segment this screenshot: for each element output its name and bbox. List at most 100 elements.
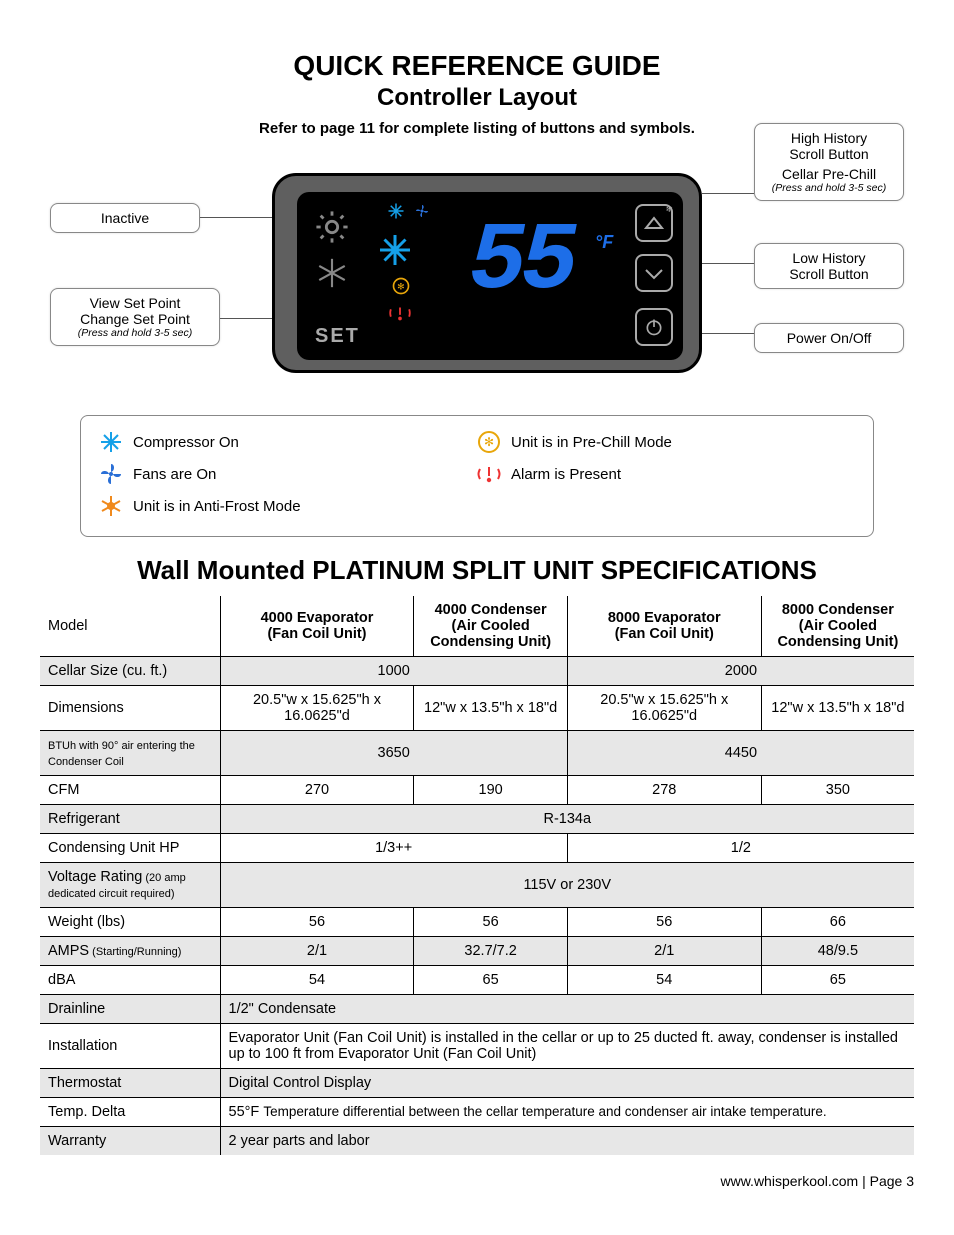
spec-row-label: Refrigerant [40,805,220,834]
snowflake-big-icon [377,232,413,273]
page-title: QUICK REFERENCE GUIDE [40,50,914,82]
temp-unit: °F [595,232,613,253]
callout-viewset: View Set Point [61,295,209,311]
spec-row-label: Warranty [40,1127,220,1156]
set-label: SET [315,325,360,348]
spec-row-label: Weight (lbs) [40,908,220,937]
spec-cell: 65 [761,966,914,995]
temp-readout: 55 [469,214,572,310]
spec-row-label: Installation [40,1024,220,1069]
callout-prechill-sub: (Press and hold 3-5 sec) [765,182,893,194]
legend-prechill-label: Unit is in Pre-Chill Mode [511,434,672,451]
spec-cell: 1/2 [567,834,914,863]
spec-cell: 190 [414,776,567,805]
spec-header: 4000 Evaporator(Fan Coil Unit) [220,596,414,657]
spec-cell: 115V or 230V [220,863,914,908]
spec-cell: 56 [220,908,414,937]
callout-setpoint: View Set Point Change Set Point (Press a… [50,288,220,346]
callout-lowhist2: Scroll Button [765,266,893,282]
up-button[interactable]: ❄ [635,204,673,242]
spec-row-label: Cellar Size (cu. ft.) [40,657,220,686]
spec-cell: 20.5"w x 15.625"h x 16.0625"d [567,686,761,731]
spec-cell: R-134a [220,805,914,834]
spec-row-label: CFM [40,776,220,805]
fan-small-icon [413,202,431,225]
spec-row-label: Voltage Rating (20 amp dedicated circuit… [40,863,220,908]
controller-screen: ✻ 55 °F SET ❄ [297,192,683,360]
callout-lowhist: Low History [765,250,893,266]
spec-cell: 66 [761,908,914,937]
spec-header: 4000 Condenser(Air Cooled Condensing Uni… [414,596,567,657]
spec-row-label: Dimensions [40,686,220,731]
callout-power: Power On/Off [754,323,904,353]
alarm-icon [477,462,501,486]
legend-alarm: Alarm is Present [477,462,855,486]
spec-cell: Digital Control Display [220,1069,914,1098]
antifrost-icon [99,494,123,518]
snowflake-icon [99,430,123,454]
down-button[interactable] [635,254,673,292]
sun-icon [315,210,349,249]
legend-box: Compressor On ✻ Unit is in Pre-Chill Mod… [80,415,874,537]
spec-cell: Evaporator Unit (Fan Coil Unit) is insta… [220,1024,914,1069]
snowflake-small-icon [387,202,405,225]
spec-row-label: Thermostat [40,1069,220,1098]
spec-cell: 32.7/7.2 [414,937,567,966]
legend-fans-label: Fans are On [133,466,216,483]
spec-header: 8000 Evaporator(Fan Coil Unit) [567,596,761,657]
alarm-small-icon [389,302,411,329]
legend-antifrost-label: Unit is in Anti-Frost Mode [133,498,301,515]
spec-cell: 2/1 [220,937,414,966]
spec-cell: 65 [414,966,567,995]
prechill-badge-icon: ❄ [665,204,673,215]
svg-text:✻: ✻ [397,281,405,291]
spec-cell: 350 [761,776,914,805]
legend-fans: Fans are On [99,462,477,486]
fan-icon [99,462,123,486]
spec-cell: 2000 [567,657,914,686]
spec-cell: 4450 [567,731,914,776]
spec-cell: 2 year parts and labor [220,1127,914,1156]
spec-cell: 1000 [220,657,567,686]
spec-row-label: dBA [40,966,220,995]
spec-cell: 54 [220,966,414,995]
spec-row-label: Temp. Delta [40,1098,220,1127]
legend-alarm-label: Alarm is Present [511,466,621,483]
spec-header: Model [40,596,220,657]
callout-changeset-sub: (Press and hold 3-5 sec) [61,327,209,339]
spec-cell: 3650 [220,731,567,776]
legend-compressor-label: Compressor On [133,434,239,451]
power-button[interactable] [635,308,673,346]
spec-cell: 55°F Temperature differential between th… [220,1098,914,1127]
spec-row-label: AMPS (Starting/Running) [40,937,220,966]
spec-cell: 20.5"w x 15.625"h x 16.0625"d [220,686,414,731]
svg-text:✻: ✻ [484,435,494,449]
spec-cell: 56 [414,908,567,937]
spec-cell: 1/3++ [220,834,567,863]
spec-cell: 48/9.5 [761,937,914,966]
legend-antifrost: Unit is in Anti-Frost Mode [99,494,477,518]
spec-row-label: Condensing Unit HP [40,834,220,863]
spec-cell: 12"w x 13.5"h x 18"d [761,686,914,731]
spec-row-label: Drainline [40,995,220,1024]
legend-prechill: ✻ Unit is in Pre-Chill Mode [477,430,855,454]
prechill-icon: ✻ [477,430,501,454]
prechill-small-icon: ✻ [391,276,411,301]
spec-cell: 12"w x 13.5"h x 18"d [414,686,567,731]
spec-row-label: BTUh with 90° air entering the Condenser… [40,731,220,776]
spec-header: 8000 Condenser(Air Cooled Condensing Uni… [761,596,914,657]
spec-cell: 278 [567,776,761,805]
callout-inactive: Inactive [50,203,200,233]
spec-table: Model4000 Evaporator(Fan Coil Unit)4000 … [40,596,914,1155]
page-subtitle: Controller Layout [40,84,914,112]
callout-changeset: Change Set Point [61,311,209,327]
spec-cell: 54 [567,966,761,995]
callout-lowhistory: Low History Scroll Button [754,243,904,289]
callout-prechill: Cellar Pre-Chill [765,166,893,182]
spec-cell: 1/2" Condensate [220,995,914,1024]
callout-hihist2: Scroll Button [765,146,893,162]
callout-highhistory: High History Scroll Button Cellar Pre-Ch… [754,123,904,201]
spec-cell: 56 [567,908,761,937]
callout-hihist: High History [765,130,893,146]
defrost-icon [315,256,349,295]
